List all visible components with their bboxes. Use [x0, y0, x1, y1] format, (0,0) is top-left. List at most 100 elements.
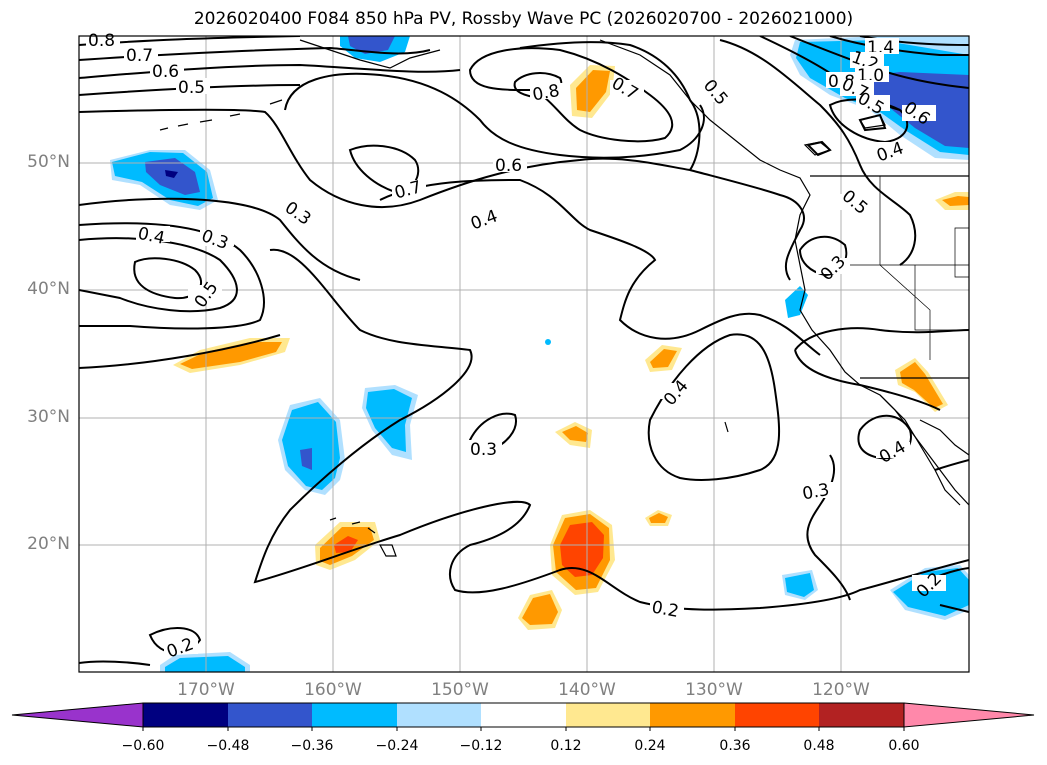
shade-royal-region	[300, 448, 312, 470]
contour-line	[806, 454, 851, 601]
shade-orange-region	[576, 70, 610, 112]
contour-label: 0.7	[126, 46, 153, 66]
colorbar-tick-label: 0.60	[888, 738, 920, 754]
colorbar-tick-label: −0.36	[290, 738, 334, 754]
lon-label-160w: 160°W	[304, 680, 362, 700]
lat-label-30n: 30°N	[27, 407, 70, 427]
contour-label: 0.4	[660, 376, 693, 410]
contour-label: 0.2	[650, 598, 680, 622]
colorbar-tick-label: 0.36	[719, 738, 751, 754]
colorbar-tick-label: −0.48	[206, 738, 250, 754]
contour-line	[794, 327, 969, 351]
lon-label-170w: 170°W	[177, 680, 235, 700]
shade-orange-region	[522, 594, 558, 625]
colorbar-tick-label: 0.24	[634, 738, 666, 754]
contour-label: 0.5	[838, 186, 872, 219]
colorbar-extend-left	[11, 702, 144, 728]
shade-orange-region	[562, 426, 588, 442]
shade-blue-region	[893, 568, 969, 616]
colorbar-segment	[143, 703, 228, 727]
shade-orange-region	[649, 513, 668, 523]
lake-feature	[724, 421, 729, 433]
coastline-mexico	[919, 419, 969, 456]
contour-line	[934, 459, 969, 471]
contour-line	[689, 169, 805, 281]
lon-label-120w: 120°W	[812, 680, 870, 700]
colorbar-segment	[566, 703, 650, 727]
gridlines	[79, 36, 969, 672]
colorbar-tick-label: −0.12	[459, 738, 503, 754]
contour-label-layer: 0.8 0.7 0.6 0.5 0.4 0.3 0.5 0.8 0.7 0.6 …	[86, 31, 946, 662]
contour-line	[79, 334, 281, 369]
lat-label-50n: 50°N	[27, 152, 70, 172]
shade-blue-region	[165, 656, 245, 672]
contour-label: 0.5	[191, 278, 223, 312]
contour-line	[284, 72, 705, 159]
contour-line	[79, 41, 701, 209]
lon-label-130w: 130°W	[685, 680, 743, 700]
colorbar	[11, 702, 1035, 731]
colorbar-segment	[228, 703, 312, 727]
colorbar-tick-label: −0.24	[375, 738, 419, 754]
contour-line	[148, 627, 202, 654]
colorbar-tick-label: 0.48	[803, 738, 835, 754]
contour-label: 0.3	[470, 440, 497, 460]
shade-orange-region	[900, 362, 943, 408]
lat-label-20n: 20°N	[27, 534, 70, 554]
shade-red-region	[560, 522, 604, 577]
contour-label: 0.4	[136, 224, 167, 249]
contour-line	[858, 113, 887, 132]
shade-orange-region	[650, 349, 677, 368]
contour-label: 0.3	[801, 480, 831, 504]
shade-orange-region	[942, 196, 969, 206]
contour-line	[805, 140, 832, 157]
pv-contours	[79, 36, 969, 666]
shade-blue-region	[366, 389, 412, 452]
contour-line	[719, 39, 917, 266]
colorbar-segment	[312, 703, 397, 727]
contour-line	[79, 63, 461, 79]
contour-line	[253, 248, 969, 611]
contour-line	[794, 349, 941, 411]
contour-label: 0.5	[699, 76, 732, 110]
contour-label: 0.8	[531, 81, 561, 105]
shade-blue-region	[282, 402, 340, 490]
contour-line	[379, 178, 821, 356]
colorbar-tick-label: −0.60	[121, 738, 165, 754]
coastline-baja	[879, 394, 961, 506]
hawaii-islands	[329, 517, 397, 557]
contour-label: 0.3	[817, 252, 850, 285]
colorbar-outline	[142, 702, 905, 728]
contour-label: 0.6	[152, 62, 179, 82]
colorbar-segment	[819, 703, 904, 727]
colorbar-segment	[650, 703, 735, 727]
map-title: 2026020400 F084 850 hPa PV, Rossby Wave …	[193, 9, 854, 29]
lon-label-150w: 150°W	[431, 680, 489, 700]
colorbar-segment	[397, 703, 481, 727]
shade-blue-dot	[545, 339, 551, 345]
contour-line	[79, 222, 265, 330]
contour-line	[79, 197, 361, 281]
contour-line	[79, 660, 151, 666]
contour-label: 0.3	[281, 198, 315, 230]
colorbar-tick-label: 0.12	[550, 738, 582, 754]
colorbar-extend-right	[903, 702, 1035, 728]
contour-label: 0.6	[495, 156, 522, 176]
shade-blue-region	[785, 573, 814, 597]
contour-label: 0.4	[876, 437, 909, 468]
lat-label-40n: 40°N	[27, 279, 70, 299]
colorbar-segment	[735, 703, 819, 727]
contour-line	[859, 36, 969, 46]
contour-line	[647, 333, 781, 481]
island-chain	[159, 99, 283, 131]
contour-label: 0.8	[88, 31, 115, 51]
shade-royal-region	[348, 36, 395, 54]
shade-navy-region	[165, 170, 178, 178]
shade-blue-region	[785, 286, 808, 318]
contour-label: 0.5	[178, 78, 205, 98]
colorbar-segment	[481, 703, 566, 727]
map-frame	[78, 35, 970, 673]
lon-label-140w: 140°W	[558, 680, 616, 700]
state-borders	[840, 176, 969, 360]
